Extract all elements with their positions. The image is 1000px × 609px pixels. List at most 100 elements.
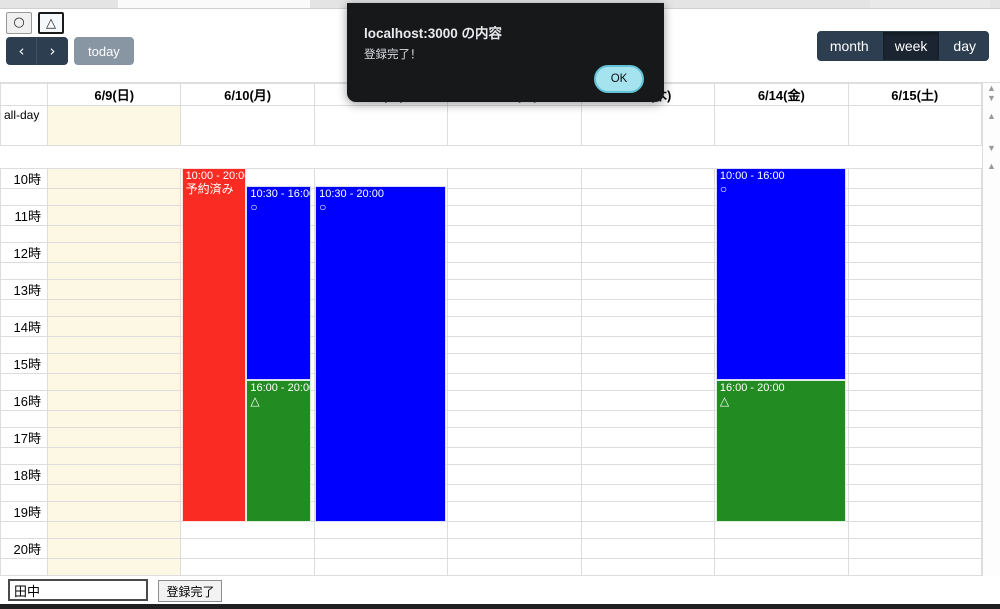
time-slot[interactable] xyxy=(847,316,982,337)
time-slot[interactable] xyxy=(447,316,582,337)
time-slot[interactable] xyxy=(46,484,182,502)
time-slot[interactable] xyxy=(46,168,182,189)
calendar-event[interactable]: 10:30 - 20:00 ○ xyxy=(315,185,446,522)
time-slot[interactable] xyxy=(46,316,182,337)
scroll-down-icon-2[interactable]: ▼ xyxy=(987,143,996,153)
time-slot[interactable] xyxy=(46,501,182,522)
time-slot[interactable] xyxy=(847,538,982,559)
triangle-symbol-button[interactable]: △ xyxy=(38,12,64,34)
time-slot[interactable] xyxy=(714,538,849,559)
time-slot[interactable] xyxy=(447,427,582,448)
time-slot[interactable] xyxy=(847,336,982,354)
time-slot[interactable] xyxy=(580,558,716,576)
register-complete-button[interactable]: 登録完了 xyxy=(158,580,223,602)
day-header-5[interactable]: 6/14(金) xyxy=(714,83,849,106)
time-slot[interactable] xyxy=(46,373,182,391)
time-slot[interactable] xyxy=(580,373,716,391)
calendar-event[interactable]: 10:00 - 20:00 予約済み xyxy=(181,168,247,522)
time-slot[interactable] xyxy=(180,521,315,539)
time-slot[interactable] xyxy=(46,390,182,411)
time-slot[interactable] xyxy=(714,558,849,576)
time-slot[interactable] xyxy=(313,538,449,559)
time-slot[interactable] xyxy=(46,521,182,539)
time-slot[interactable] xyxy=(580,521,716,539)
time-slot[interactable] xyxy=(580,538,716,559)
time-slot[interactable] xyxy=(46,279,182,300)
time-slot[interactable] xyxy=(847,353,982,374)
time-slot[interactable] xyxy=(447,390,582,411)
time-slot[interactable] xyxy=(447,299,582,317)
time-slot[interactable] xyxy=(580,168,716,189)
time-slot[interactable] xyxy=(847,427,982,448)
name-input[interactable] xyxy=(8,579,148,601)
time-slot[interactable] xyxy=(847,225,982,243)
time-slot[interactable] xyxy=(447,538,582,559)
view-button-week[interactable]: week xyxy=(881,31,941,61)
circle-symbol-button[interactable]: ○ xyxy=(6,12,32,34)
time-slot[interactable] xyxy=(46,336,182,354)
time-slot[interactable] xyxy=(313,558,449,576)
scroll-up-icon-2[interactable]: ▲ xyxy=(987,111,996,121)
time-slot[interactable] xyxy=(847,521,982,539)
all-day-cell-2[interactable] xyxy=(313,105,449,146)
time-slot[interactable] xyxy=(847,373,982,391)
time-slot[interactable] xyxy=(580,188,716,206)
calendar-event[interactable]: 10:30 - 16:00 ○ xyxy=(246,185,312,381)
time-slot[interactable] xyxy=(447,242,582,263)
calendar-event[interactable]: 10:00 - 16:00 ○ xyxy=(715,168,847,381)
view-button-month[interactable]: month xyxy=(816,31,882,61)
time-slot[interactable] xyxy=(580,316,716,337)
time-slot[interactable] xyxy=(847,558,982,576)
time-slot[interactable] xyxy=(180,538,315,559)
time-slot[interactable] xyxy=(447,558,582,576)
time-slot[interactable] xyxy=(847,279,982,300)
time-slot[interactable] xyxy=(46,188,182,206)
time-slot[interactable] xyxy=(447,205,582,226)
time-slot[interactable] xyxy=(847,188,982,206)
time-slot[interactable] xyxy=(46,447,182,465)
time-slot[interactable] xyxy=(447,484,582,502)
prev-week-button[interactable]: ‹ xyxy=(6,37,37,65)
time-slot[interactable] xyxy=(847,447,982,465)
time-slot[interactable] xyxy=(580,484,716,502)
day-header-1[interactable]: 6/10(月) xyxy=(180,83,315,106)
time-slot[interactable] xyxy=(847,242,982,263)
time-slot[interactable] xyxy=(847,501,982,522)
time-slot[interactable] xyxy=(847,262,982,280)
time-slot[interactable] xyxy=(46,242,182,263)
time-slot[interactable] xyxy=(847,390,982,411)
time-slot[interactable] xyxy=(847,205,982,226)
time-slot[interactable] xyxy=(847,168,982,189)
dialog-ok-button[interactable]: OK xyxy=(594,65,644,93)
time-slot[interactable] xyxy=(580,279,716,300)
time-slot[interactable] xyxy=(447,410,582,428)
vertical-scroll-rail[interactable]: ▲ ▼ ▲ ▼ ▲ xyxy=(982,83,1000,577)
time-slot[interactable] xyxy=(447,168,582,189)
time-slot[interactable] xyxy=(447,521,582,539)
time-slot[interactable] xyxy=(46,464,182,485)
browser-tab[interactable] xyxy=(118,0,310,8)
all-day-cell-3[interactable] xyxy=(447,105,582,146)
time-slot[interactable] xyxy=(580,205,716,226)
time-slot[interactable] xyxy=(447,188,582,206)
time-slot[interactable] xyxy=(46,205,182,226)
next-week-button[interactable]: › xyxy=(37,37,68,65)
calendar-event[interactable]: 16:00 - 20:00 △ xyxy=(715,380,847,522)
time-slot[interactable] xyxy=(447,447,582,465)
time-slot[interactable] xyxy=(46,353,182,374)
time-slot[interactable] xyxy=(447,336,582,354)
time-slot[interactable] xyxy=(447,353,582,374)
time-slot[interactable] xyxy=(847,410,982,428)
today-button[interactable]: today xyxy=(74,37,134,65)
time-slot[interactable] xyxy=(580,262,716,280)
time-slot[interactable] xyxy=(580,410,716,428)
time-slot[interactable] xyxy=(580,242,716,263)
time-slot[interactable] xyxy=(580,447,716,465)
time-slot[interactable] xyxy=(580,336,716,354)
day-header-0[interactable]: 6/9(日) xyxy=(46,83,182,106)
time-slot[interactable] xyxy=(46,262,182,280)
time-slot[interactable] xyxy=(46,427,182,448)
time-slot[interactable] xyxy=(46,299,182,317)
time-slot[interactable] xyxy=(580,464,716,485)
view-button-day[interactable]: day xyxy=(940,31,989,61)
